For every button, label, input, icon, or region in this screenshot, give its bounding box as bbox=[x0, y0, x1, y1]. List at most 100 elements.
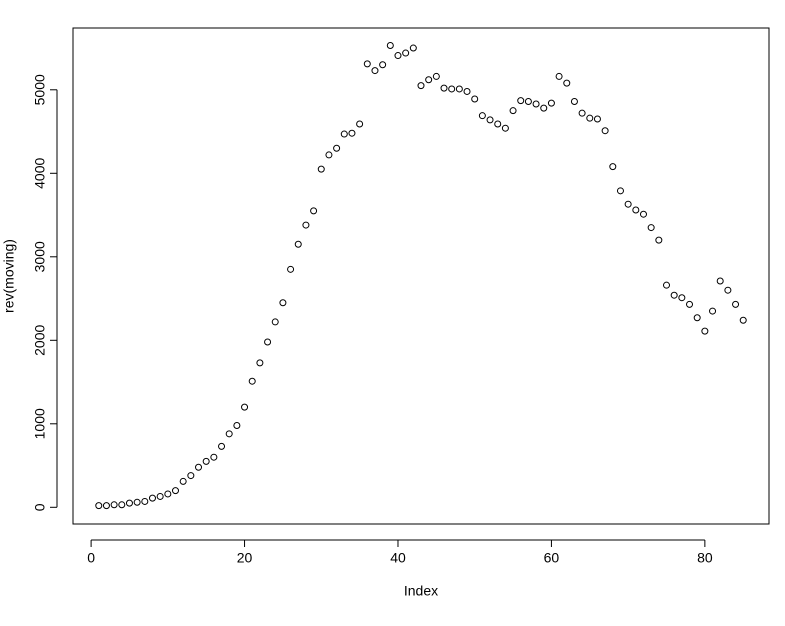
y-tick-label: 1000 bbox=[32, 408, 48, 439]
point bbox=[148, 494, 156, 502]
point bbox=[425, 76, 433, 84]
x-tick-label: 40 bbox=[390, 550, 406, 566]
y-tick-label: 0 bbox=[32, 503, 48, 511]
point bbox=[716, 277, 724, 285]
point bbox=[118, 501, 126, 509]
point bbox=[486, 116, 494, 124]
point bbox=[363, 60, 371, 68]
plot-box bbox=[72, 27, 770, 525]
point bbox=[463, 87, 471, 95]
point bbox=[540, 104, 548, 112]
point bbox=[386, 42, 394, 50]
point bbox=[348, 129, 356, 137]
point bbox=[264, 338, 272, 346]
point bbox=[402, 49, 410, 57]
point bbox=[655, 236, 663, 244]
point bbox=[133, 498, 141, 506]
point bbox=[271, 318, 279, 326]
point bbox=[164, 490, 172, 498]
point bbox=[179, 477, 187, 485]
point bbox=[379, 61, 387, 69]
point bbox=[570, 97, 578, 105]
x-tick-label: 0 bbox=[87, 550, 95, 566]
point bbox=[517, 97, 525, 105]
point bbox=[310, 207, 318, 215]
y-axis-label: rev(moving) bbox=[1, 239, 17, 313]
point bbox=[639, 210, 647, 218]
point bbox=[670, 291, 678, 299]
point bbox=[678, 294, 686, 302]
point bbox=[509, 107, 517, 115]
point bbox=[248, 377, 256, 385]
point bbox=[686, 300, 694, 308]
point bbox=[494, 120, 502, 128]
point bbox=[256, 359, 264, 367]
point bbox=[440, 84, 448, 92]
point bbox=[317, 165, 325, 173]
point bbox=[340, 130, 348, 138]
point bbox=[356, 120, 364, 128]
point bbox=[417, 82, 425, 90]
point bbox=[294, 240, 302, 248]
point bbox=[501, 124, 509, 132]
point bbox=[187, 472, 195, 480]
point bbox=[547, 99, 555, 107]
point bbox=[371, 67, 379, 75]
point bbox=[555, 72, 563, 80]
point bbox=[601, 127, 609, 135]
point bbox=[471, 95, 479, 103]
point bbox=[455, 85, 463, 93]
point bbox=[709, 307, 717, 315]
point bbox=[578, 109, 586, 117]
point bbox=[279, 299, 287, 307]
x-axis-label: Index bbox=[404, 583, 438, 599]
point bbox=[732, 300, 740, 308]
point bbox=[724, 286, 732, 294]
point bbox=[432, 72, 440, 80]
point bbox=[225, 430, 233, 438]
point bbox=[448, 85, 456, 93]
point bbox=[241, 403, 249, 411]
point bbox=[624, 200, 632, 208]
point bbox=[202, 457, 210, 465]
point bbox=[171, 487, 179, 495]
x-tick-label: 80 bbox=[697, 550, 713, 566]
y-tick-label: 3000 bbox=[32, 241, 48, 272]
point bbox=[302, 221, 310, 229]
y-tick-label: 4000 bbox=[32, 158, 48, 189]
point bbox=[394, 52, 402, 60]
point bbox=[125, 499, 133, 507]
point bbox=[210, 453, 218, 461]
point bbox=[563, 79, 571, 87]
point bbox=[218, 442, 226, 450]
point bbox=[333, 144, 341, 152]
point bbox=[693, 314, 701, 322]
point bbox=[616, 187, 624, 195]
point bbox=[663, 281, 671, 289]
point bbox=[409, 44, 417, 52]
point bbox=[102, 502, 110, 510]
point bbox=[593, 115, 601, 123]
y-tick-label: 5000 bbox=[32, 74, 48, 105]
point bbox=[647, 224, 655, 232]
point bbox=[195, 463, 203, 471]
point bbox=[141, 497, 149, 505]
point bbox=[156, 492, 164, 500]
point bbox=[609, 163, 617, 171]
point bbox=[478, 112, 486, 120]
y-tick-label: 2000 bbox=[32, 325, 48, 356]
point bbox=[233, 421, 241, 429]
point bbox=[532, 100, 540, 108]
point bbox=[739, 316, 747, 324]
point bbox=[701, 327, 709, 335]
point bbox=[325, 151, 333, 159]
point bbox=[586, 114, 594, 122]
point bbox=[524, 97, 532, 105]
x-tick-label: 20 bbox=[237, 550, 253, 566]
x-tick-label: 60 bbox=[544, 550, 560, 566]
point bbox=[287, 265, 295, 273]
point bbox=[95, 502, 103, 510]
point bbox=[110, 501, 118, 509]
